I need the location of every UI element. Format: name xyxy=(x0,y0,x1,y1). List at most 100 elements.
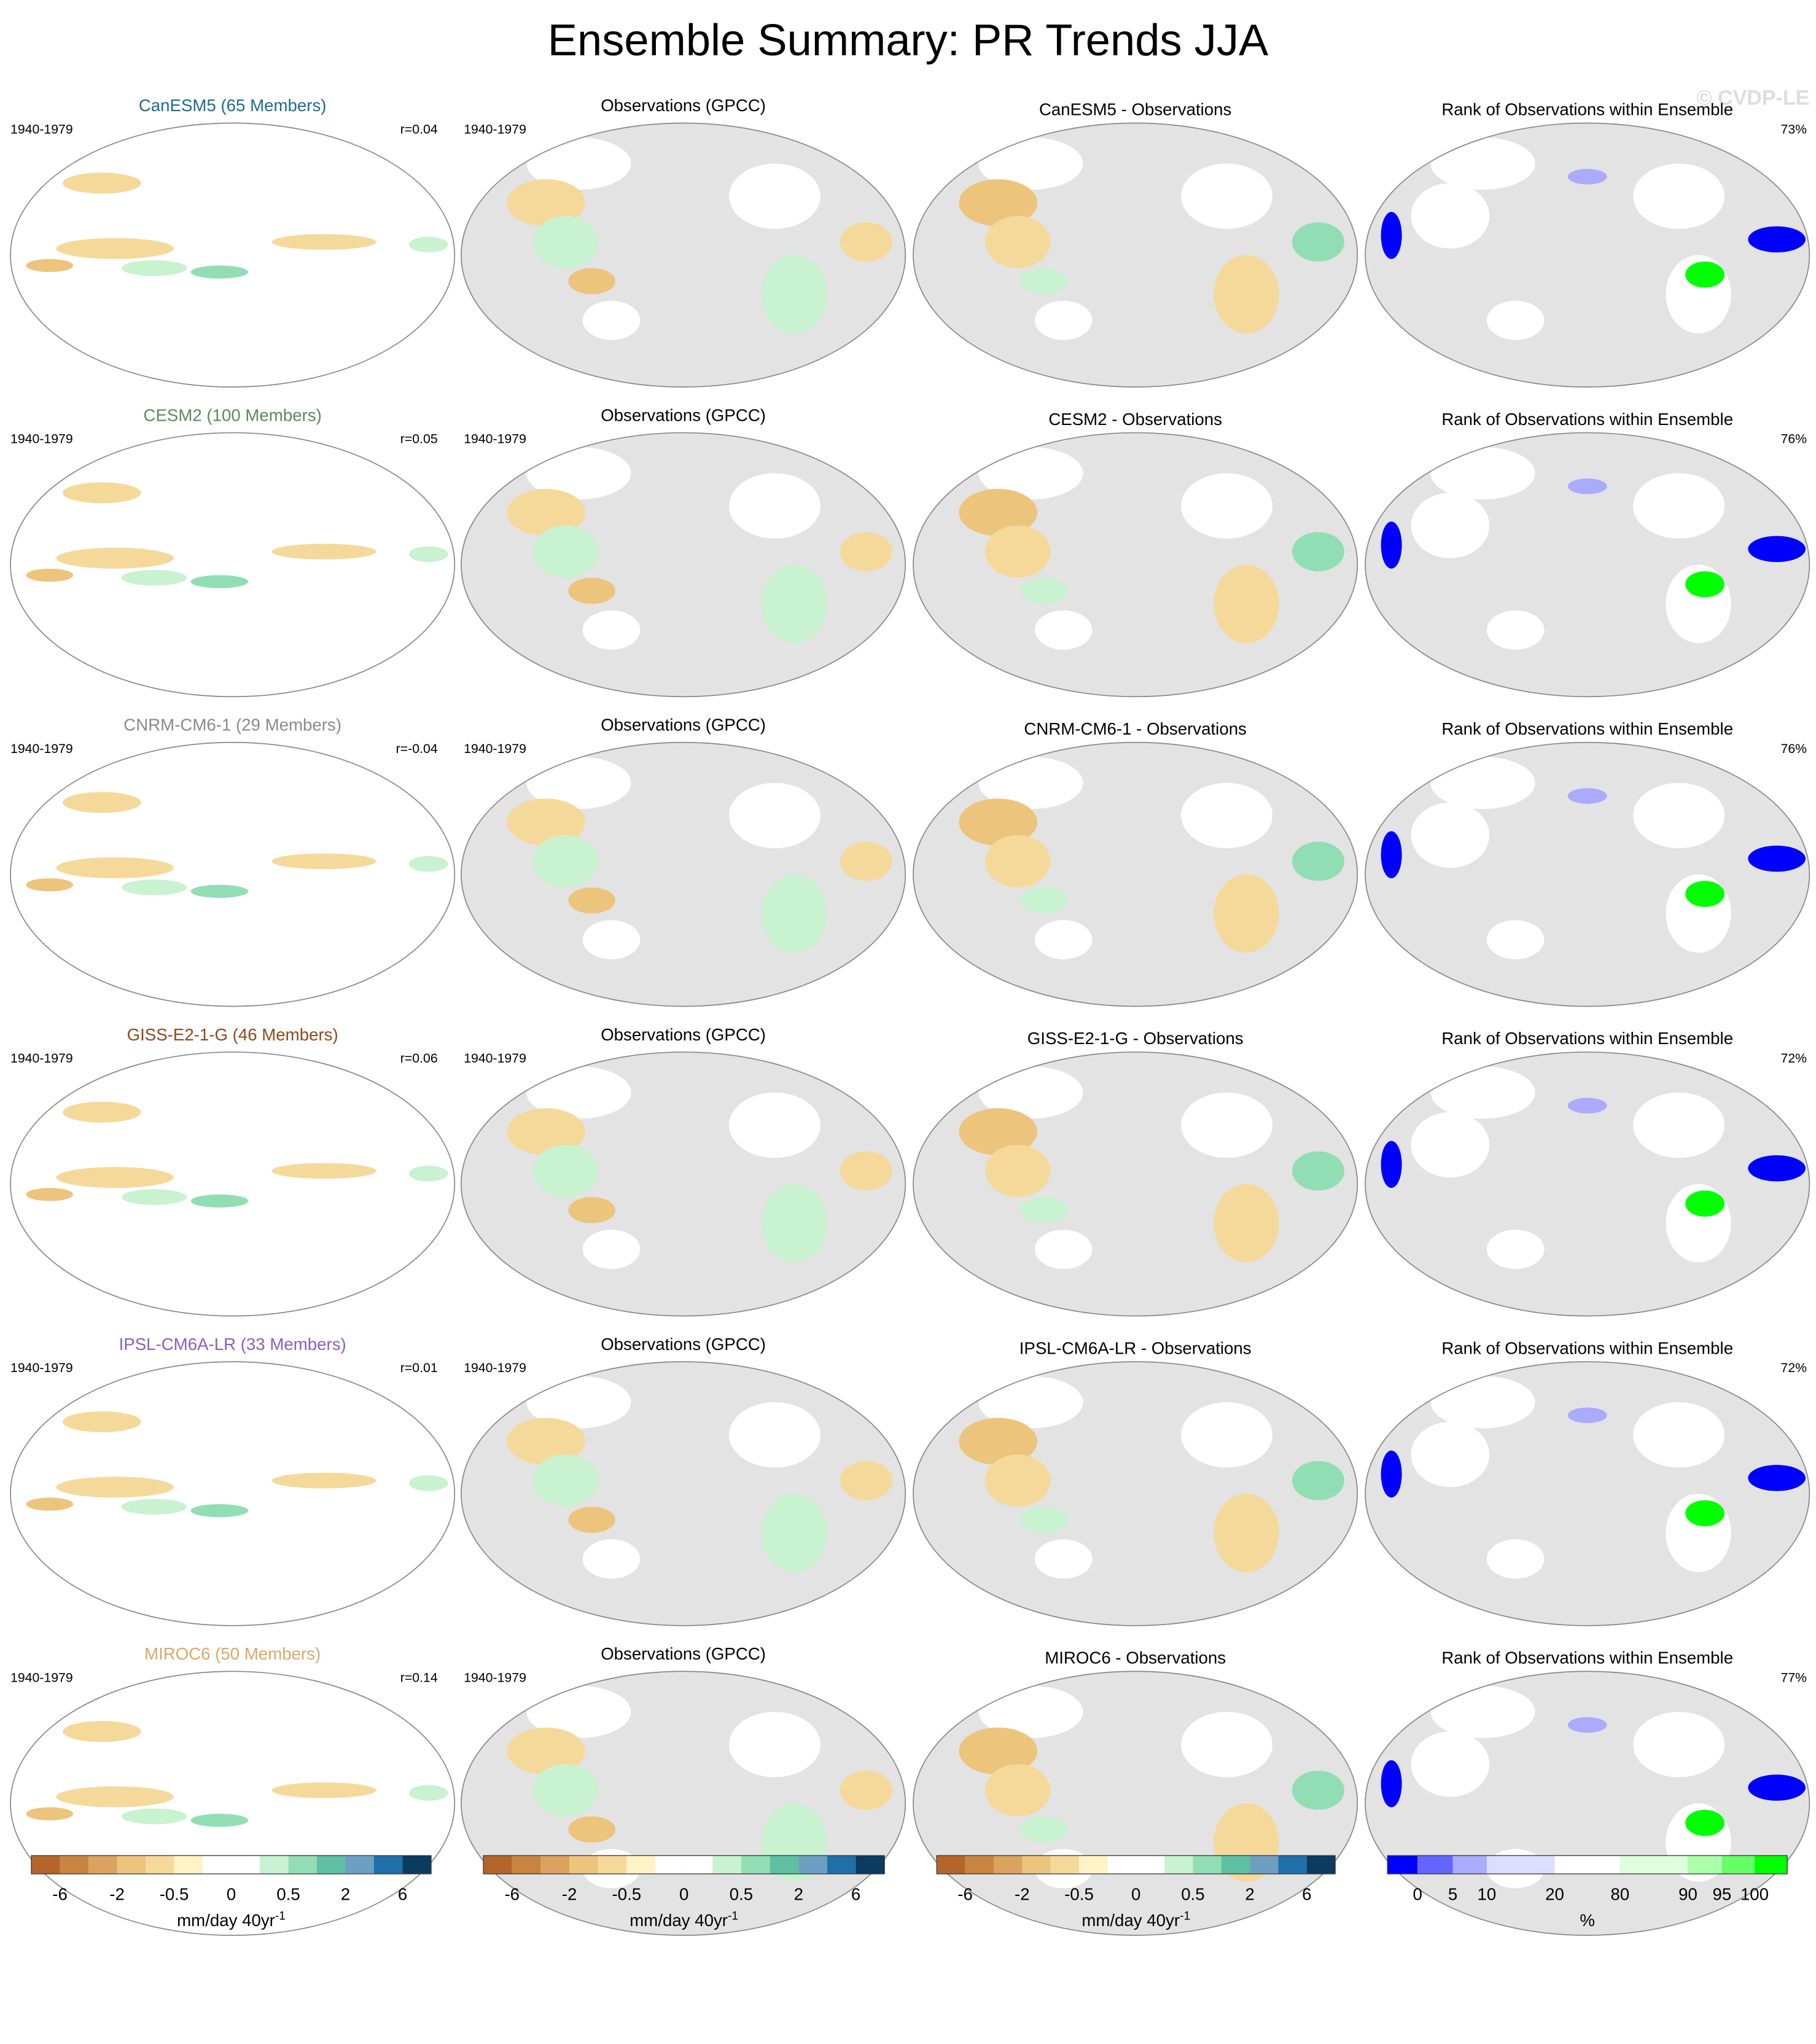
map-patch xyxy=(1685,1500,1725,1527)
rank-title: Rank of Observations within Ensemble xyxy=(1441,100,1733,119)
map-patch xyxy=(568,1816,615,1843)
colorbar-box xyxy=(31,1855,60,1874)
map-patch xyxy=(1748,1465,1806,1491)
colorbar-box xyxy=(569,1855,598,1874)
map-patch xyxy=(582,1539,641,1579)
watermark: © CVDP-LE xyxy=(1697,87,1810,110)
map-patch xyxy=(526,447,631,500)
map-patch xyxy=(1633,473,1725,539)
map-patch xyxy=(1381,521,1402,569)
colorbar-box xyxy=(1417,1855,1453,1874)
map-patch xyxy=(1685,881,1725,907)
map-patch xyxy=(408,1785,448,1801)
map-patch xyxy=(729,1712,820,1777)
map-patch xyxy=(1181,1402,1273,1468)
diff-title: GISS-E2-1-G - Observations xyxy=(1027,1029,1244,1048)
colorbar-box xyxy=(1221,1855,1250,1874)
map-patch xyxy=(1430,137,1535,190)
rank-title: Rank of Observations within Ensemble xyxy=(1441,1338,1733,1357)
map-outline xyxy=(1365,432,1810,698)
map-patch xyxy=(1685,1809,1725,1836)
colorbar-label: 6 xyxy=(1302,1885,1311,1904)
period-label: 1940-1979 xyxy=(464,1051,526,1066)
map-patch xyxy=(568,1507,615,1533)
colorbar-label: 5 xyxy=(1448,1885,1457,1904)
map-patch xyxy=(978,447,1083,500)
map-outline xyxy=(10,1051,456,1317)
map-patch xyxy=(1020,1507,1068,1533)
map-patch xyxy=(985,1454,1051,1507)
map-patch xyxy=(582,610,641,650)
diff-title: CanESM5 - Observations xyxy=(1039,100,1231,119)
colorbar-box xyxy=(598,1855,627,1874)
colorbar-box xyxy=(993,1855,1023,1874)
map-patch xyxy=(1633,1092,1725,1158)
map-patch xyxy=(408,546,448,563)
period-label: 1940-1979 xyxy=(464,122,526,136)
colorbar-label: -0.5 xyxy=(612,1885,642,1904)
map-patch xyxy=(507,179,586,227)
map-patch xyxy=(1567,1717,1607,1733)
map-patch xyxy=(1748,1774,1806,1801)
colorbar-box xyxy=(1136,1855,1165,1874)
colorbar-label: -2 xyxy=(562,1885,577,1904)
map-patch xyxy=(1567,1098,1607,1114)
colorbar-box xyxy=(741,1855,770,1874)
map-patch xyxy=(1181,473,1273,539)
colorbar-label: 0.5 xyxy=(276,1885,300,1904)
map-patch xyxy=(507,1418,586,1465)
map-patch xyxy=(1214,255,1279,334)
map-patch xyxy=(121,569,187,586)
map-patch xyxy=(190,265,249,279)
map-patch xyxy=(121,260,187,276)
map-patch xyxy=(1034,1230,1093,1270)
colorbar-label: 0 xyxy=(227,1885,236,1904)
map-patch xyxy=(271,1782,376,1798)
map-patch xyxy=(271,1472,376,1489)
map-patch xyxy=(526,1066,631,1119)
colorbar-label: 80 xyxy=(1611,1885,1630,1904)
map-patch xyxy=(1633,1402,1725,1468)
map-patch xyxy=(121,1808,187,1825)
map-patch xyxy=(271,853,376,870)
colorbar-box xyxy=(146,1855,174,1874)
map-patch xyxy=(1567,478,1607,494)
map-patch xyxy=(840,1461,892,1500)
model-title: CESM2 (100 Members) xyxy=(144,405,322,424)
model-title: MIROC6 (50 Members) xyxy=(144,1644,321,1663)
map-patch xyxy=(1034,920,1093,959)
colorbar-box xyxy=(231,1855,260,1874)
map-patch xyxy=(1430,757,1535,809)
map-patch xyxy=(978,1066,1083,1119)
colorbar-label: 95 xyxy=(1712,1885,1731,1904)
map-patch xyxy=(1633,782,1725,849)
colorbar-box xyxy=(374,1855,403,1874)
map-patch xyxy=(507,1108,586,1155)
colorbar-box xyxy=(1755,1855,1788,1874)
colorbar-label: 0 xyxy=(1413,1885,1422,1904)
map-patch xyxy=(526,757,631,809)
colorbar-box xyxy=(512,1855,541,1874)
colorbar-box xyxy=(88,1855,117,1874)
correlation-label: r=0.06 xyxy=(400,1051,438,1066)
map-patch xyxy=(1214,564,1279,644)
map-patch xyxy=(1411,1421,1490,1488)
map-patch xyxy=(63,1411,141,1432)
map-patch xyxy=(63,792,141,813)
map-patch xyxy=(840,841,892,881)
map-patch xyxy=(271,1163,376,1179)
map-patch xyxy=(507,489,586,536)
map-outline xyxy=(913,432,1358,698)
rank-percent: 76% xyxy=(1781,432,1807,447)
map-patch xyxy=(762,874,827,953)
map-patch xyxy=(1430,1685,1535,1738)
map-patch xyxy=(978,1685,1083,1738)
colorbar-box xyxy=(1278,1855,1307,1874)
colorbar-box xyxy=(1721,1855,1755,1874)
map-patch xyxy=(568,887,615,914)
correlation-label: r=-0.04 xyxy=(396,741,438,756)
map-patch xyxy=(985,525,1051,578)
obs-title: Observations (GPCC) xyxy=(601,405,766,424)
colorbar-box xyxy=(203,1855,232,1874)
colorbar-box xyxy=(937,1855,965,1874)
